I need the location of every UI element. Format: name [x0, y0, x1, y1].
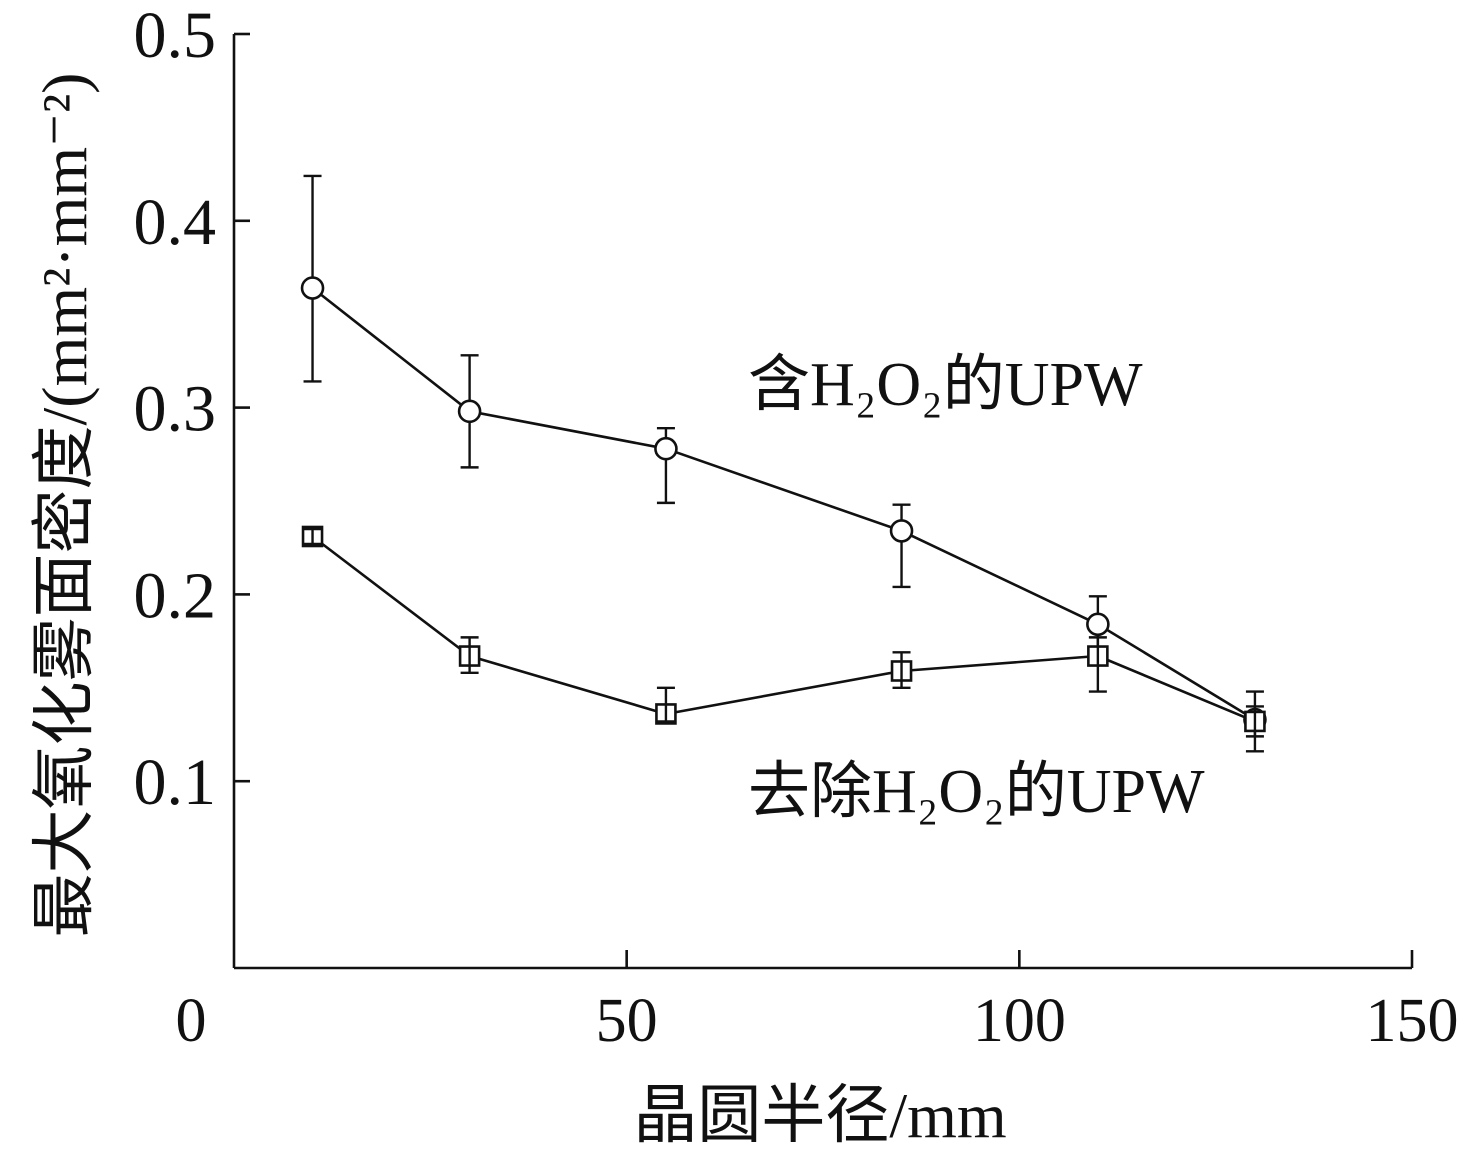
axes: 0.1 0.2 0.3 0.4 0.5 0 50 100 150 [134, 0, 1459, 1055]
error-bar [1245, 705, 1264, 738]
x-tick-label: 50 [596, 987, 658, 1055]
y-tick-label: 0.5 [134, 0, 217, 72]
error-bar [1088, 636, 1107, 693]
circle-marker [300, 276, 325, 300]
circle-marker [1086, 612, 1110, 637]
y-tick-label: 0.3 [134, 373, 217, 446]
y-tick-label: 0.1 [134, 746, 217, 819]
axis-titles: 晶圆半径/mm 最大氧化雾面密度/(mm²·mm⁻²) 含H₂O₂的UPW 去除H₂O… [29, 73, 1205, 1152]
plot-area [300, 174, 1267, 753]
error-bar [460, 636, 479, 675]
series-line-2 [311, 535, 1256, 723]
series-line-1 [311, 286, 1256, 721]
error-bar [892, 651, 911, 689]
series-label-1: 含H₂O₂的UPW [748, 351, 1143, 419]
error-bar [656, 686, 675, 723]
x-tick-label: 150 [1366, 987, 1459, 1055]
x-tick-label: 100 [973, 987, 1066, 1055]
error-bar [892, 503, 911, 589]
error-bar [303, 527, 322, 546]
series-2-points [301, 525, 1266, 738]
x-axis-label: 晶圆半径/mm [633, 1080, 1006, 1151]
circle-marker [654, 436, 678, 461]
series-label-2: 去除H₂O₂的UPW [748, 758, 1205, 826]
circle-marker [457, 399, 482, 424]
x-tick-label: 0 [176, 987, 207, 1055]
circle-marker [889, 519, 914, 543]
y-tick-label: 0.4 [134, 186, 217, 259]
y-axis-label: 最大氧化雾面密度/(mm²·mm⁻²) [29, 73, 100, 938]
y-tick-label: 0.2 [134, 559, 217, 632]
